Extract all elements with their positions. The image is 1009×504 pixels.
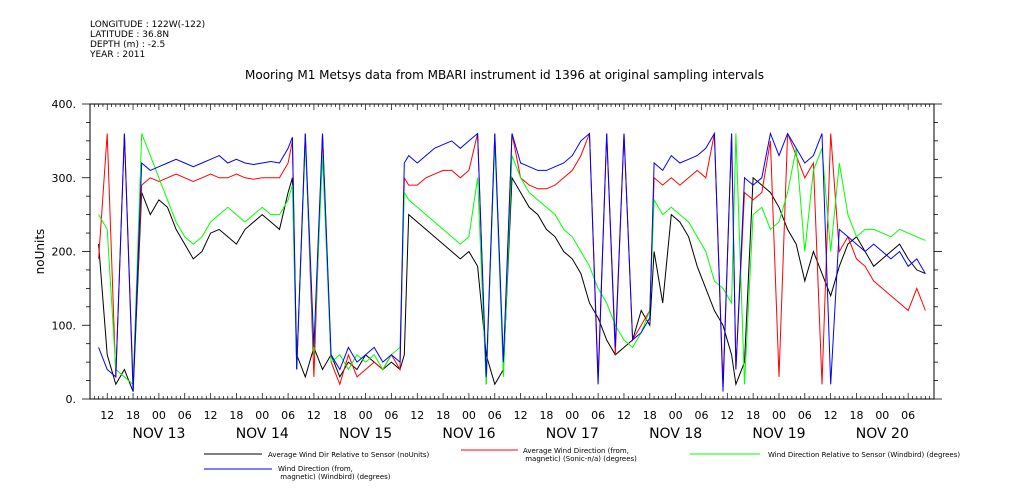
meta-depth: DEPTH (m) : -2.5 [90,40,166,50]
x-hour-label: 06 [384,409,398,422]
x-hour-label: 12 [720,409,734,422]
x-hour-label: 18 [126,409,140,422]
legend-label-3: Wind Direction (from, magnetic) (Windbir… [278,465,391,481]
x-hour-label: 06 [178,409,192,422]
series-line-3 [98,131,926,392]
y-tick-label: 400. [52,98,77,111]
y-tick-label: 0. [66,393,77,406]
x-hour-label: 06 [591,409,605,422]
legend-label-2: Wind Direction Relative to Sensor (Windb… [768,451,961,459]
x-day-label: NOV 14 [236,426,289,442]
meta-latitude: LATITUDE : 36.8N [90,30,170,40]
series-line-2 [98,133,926,386]
x-hour-label: 18 [643,409,657,422]
x-hour-label: 12 [100,409,114,422]
x-hour-label: 06 [901,409,915,422]
x-hour-label: 18 [333,409,347,422]
x-hour-label: 06 [488,409,502,422]
x-hour-label: 06 [798,409,812,422]
legend-label-0: Average Wind Dir Relative to Sensor (noU… [268,451,430,459]
legend-label-1: Average Wind Direction (from, magnetic) … [523,447,637,463]
y-tick-label: 100. [52,319,77,332]
x-hour-label: 18 [849,409,863,422]
x-hour-label: 00 [359,409,373,422]
x-hour-label: 00 [152,409,166,422]
x-hour-label: 18 [436,409,450,422]
x-hour-label: 00 [772,409,786,422]
y-axis-label: noUnits [33,229,47,275]
x-hour-label: 00 [875,409,889,422]
y-tick-label: 200. [52,246,77,259]
x-hour-label: 12 [514,409,528,422]
x-hour-label: 00 [565,409,579,422]
x-day-label: NOV 13 [132,426,185,442]
x-hour-label: 18 [746,409,760,422]
x-hour-label: 00 [255,409,269,422]
meta-longitude: LONGITUDE : 122W(-122) [90,20,206,30]
x-hour-label: 12 [824,409,838,422]
metadata-block: LONGITUDE : 122W(-122) LATITUDE : 36.8N … [90,20,205,60]
x-hour-label: 18 [539,409,553,422]
x-hour-label: 12 [204,409,218,422]
x-day-label: NOV 17 [546,426,599,442]
x-day-label: NOV 19 [752,426,805,442]
x-hour-label: 18 [229,409,243,422]
x-hour-label: 00 [669,409,683,422]
meta-year: YEAR : 2011 [90,50,146,60]
x-hour-label: 06 [281,409,295,422]
x-day-label: NOV 20 [856,426,909,442]
x-day-label: NOV 18 [649,426,702,442]
chart-title: Mooring M1 Metsys data from MBARI instru… [245,68,764,82]
x-hour-label: 00 [462,409,476,422]
x-hour-label: 12 [617,409,631,422]
x-hour-label: 06 [694,409,708,422]
x-day-label: NOV 16 [442,426,495,442]
series-line-1 [98,133,926,386]
x-hour-label: 12 [307,409,321,422]
plot-frame [89,103,935,400]
x-hour-label: 12 [410,409,424,422]
x-day-label: NOV 15 [339,426,392,442]
y-tick-label: 300. [52,172,77,185]
